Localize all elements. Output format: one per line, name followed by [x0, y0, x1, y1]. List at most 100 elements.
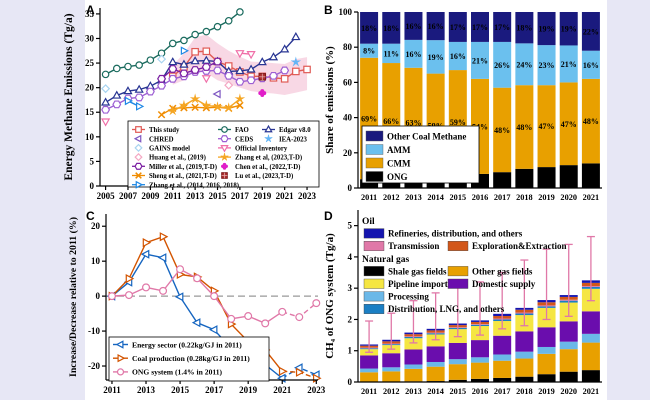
svg-text:AMM: AMM — [387, 145, 411, 155]
svg-text:Shale gas fields: Shale gas fields — [388, 266, 447, 276]
svg-text:4: 4 — [348, 252, 353, 262]
svg-text:63%: 63% — [405, 119, 421, 128]
svg-text:Natural gas: Natural gas — [362, 255, 410, 265]
svg-text:Zhang et al., (2014, 2016, 201: Zhang et al., (2014, 2016, 2018) — [149, 182, 239, 189]
svg-text:8%: 8% — [363, 47, 375, 56]
svg-text:10: 10 — [85, 132, 95, 142]
svg-text:18%: 18% — [361, 24, 377, 33]
svg-text:-10: -10 — [88, 326, 100, 336]
svg-text:5%: 5% — [385, 180, 397, 189]
svg-text:16%: 16% — [583, 61, 599, 70]
svg-text:ONG: ONG — [387, 172, 408, 182]
panel-label-a: A — [86, 3, 95, 17]
panel-c-ylabel: Increase/Decrease relative to 2011 (%) — [68, 217, 79, 377]
svg-text:13%: 13% — [561, 173, 577, 182]
svg-text:15: 15 — [85, 107, 95, 117]
panel-d-legend: Oil Refineries, distribution, and others T… — [362, 217, 567, 314]
panel-label-c: C — [86, 209, 95, 223]
svg-text:17%: 17% — [472, 23, 488, 32]
svg-text:0: 0 — [90, 181, 95, 191]
svg-text:2020: 2020 — [560, 387, 577, 396]
svg-text:16%: 16% — [428, 22, 444, 31]
svg-text:Other Coal Methane: Other Coal Methane — [387, 132, 466, 142]
svg-text:2013: 2013 — [405, 193, 422, 202]
svg-text:21%: 21% — [472, 56, 488, 65]
panel-b-legend: Other Coal Methane AMM CMM ONG — [361, 125, 480, 184]
svg-text:0: 0 — [348, 377, 353, 387]
svg-text:100: 100 — [339, 7, 353, 17]
svg-text:1: 1 — [348, 346, 353, 356]
panel-b-ylabel: Share of emissions (%) — [324, 46, 336, 154]
svg-text:2012: 2012 — [383, 387, 400, 396]
svg-text:23%: 23% — [539, 61, 555, 70]
svg-text:0: 0 — [96, 291, 101, 301]
svg-text:47%: 47% — [561, 120, 577, 129]
svg-text:2014: 2014 — [427, 387, 444, 396]
svg-text:35: 35 — [85, 9, 95, 19]
svg-text:Exploration&Extraction: Exploration&Extraction — [472, 241, 567, 251]
svg-text:2017: 2017 — [494, 387, 511, 396]
svg-text:CEDS: CEDS — [235, 136, 253, 143]
svg-text:2011: 2011 — [361, 193, 377, 202]
svg-text:21%: 21% — [561, 60, 577, 69]
svg-text:24%: 24% — [516, 60, 532, 69]
svg-text:48%: 48% — [516, 123, 532, 132]
svg-text:IEA-2023: IEA-2023 — [279, 136, 308, 143]
svg-text:16%: 16% — [450, 52, 466, 61]
svg-text:20: 20 — [91, 221, 101, 231]
svg-text:19%: 19% — [539, 25, 555, 34]
svg-text:2021: 2021 — [583, 387, 600, 396]
svg-text:2019: 2019 — [538, 193, 555, 202]
svg-text:17%: 17% — [450, 23, 466, 32]
svg-text:47%: 47% — [539, 122, 555, 131]
svg-text:Miller et al., (2019,T-D): Miller et al., (2019,T-D) — [149, 164, 217, 171]
svg-text:26%: 26% — [494, 61, 510, 70]
svg-text:5: 5 — [90, 156, 95, 166]
svg-text:9%: 9% — [496, 176, 508, 185]
svg-text:This study: This study — [149, 127, 180, 134]
svg-text:19%: 19% — [561, 25, 577, 34]
svg-text:18%: 18% — [516, 24, 532, 33]
svg-text:Processing: Processing — [388, 292, 429, 302]
svg-text:2011: 2011 — [164, 191, 182, 201]
svg-text:48%: 48% — [583, 117, 599, 126]
svg-text:Zhang et al, (2023,T-D): Zhang et al, (2023,T-D) — [235, 155, 302, 162]
svg-text:69%: 69% — [361, 114, 377, 123]
svg-text:Pipeline import: Pipeline import — [388, 279, 448, 289]
svg-text:FAO: FAO — [235, 127, 249, 134]
svg-text:30: 30 — [85, 33, 95, 43]
svg-text:2015: 2015 — [209, 191, 228, 201]
svg-text:25: 25 — [85, 58, 95, 68]
panel-label-d: D — [324, 209, 333, 223]
panel-c-legend: Energy sector (0.22kg/GJ in 2011) Coal pr… — [108, 336, 270, 382]
svg-text:2011: 2011 — [361, 387, 377, 396]
svg-text:-20: -20 — [88, 361, 100, 371]
svg-text:2021: 2021 — [276, 191, 295, 201]
svg-text:16%: 16% — [405, 22, 421, 31]
svg-text:16%: 16% — [405, 50, 421, 59]
svg-text:Other gas fields: Other gas fields — [472, 266, 533, 276]
svg-text:Transmission: Transmission — [388, 241, 439, 251]
svg-text:2007: 2007 — [119, 191, 138, 201]
panel-d: 2011 2012 2013 2014 2015 2016 2017 2018 2019 2020… — [324, 209, 602, 396]
svg-text:2014: 2014 — [427, 193, 444, 202]
svg-text:17%: 17% — [494, 23, 510, 32]
svg-text:2021: 2021 — [273, 385, 292, 395]
svg-text:CMM: CMM — [387, 159, 411, 169]
svg-text:66%: 66% — [383, 117, 399, 126]
svg-text:2021: 2021 — [583, 193, 600, 202]
svg-text:2020: 2020 — [560, 193, 577, 202]
svg-text:14%: 14% — [583, 172, 599, 181]
svg-text:Distribution, LNG, and others: Distribution, LNG, and others — [388, 304, 505, 314]
panel-a-legend: This study FAO Edgar v8.0 CHRED CEDS IEA-2023… — [127, 120, 320, 189]
svg-text:2013: 2013 — [405, 387, 422, 396]
svg-text:0: 0 — [348, 183, 353, 193]
svg-text:2018: 2018 — [516, 387, 533, 396]
svg-text:80: 80 — [343, 42, 353, 52]
svg-text:2016: 2016 — [472, 193, 489, 202]
svg-text:2015: 2015 — [450, 193, 467, 202]
svg-text:11%: 11% — [517, 174, 533, 183]
svg-text:Sheng et al., (2021,T-D): Sheng et al., (2021,T-D) — [149, 173, 217, 180]
